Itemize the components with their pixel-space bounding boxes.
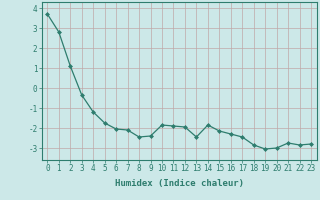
X-axis label: Humidex (Indice chaleur): Humidex (Indice chaleur): [115, 179, 244, 188]
